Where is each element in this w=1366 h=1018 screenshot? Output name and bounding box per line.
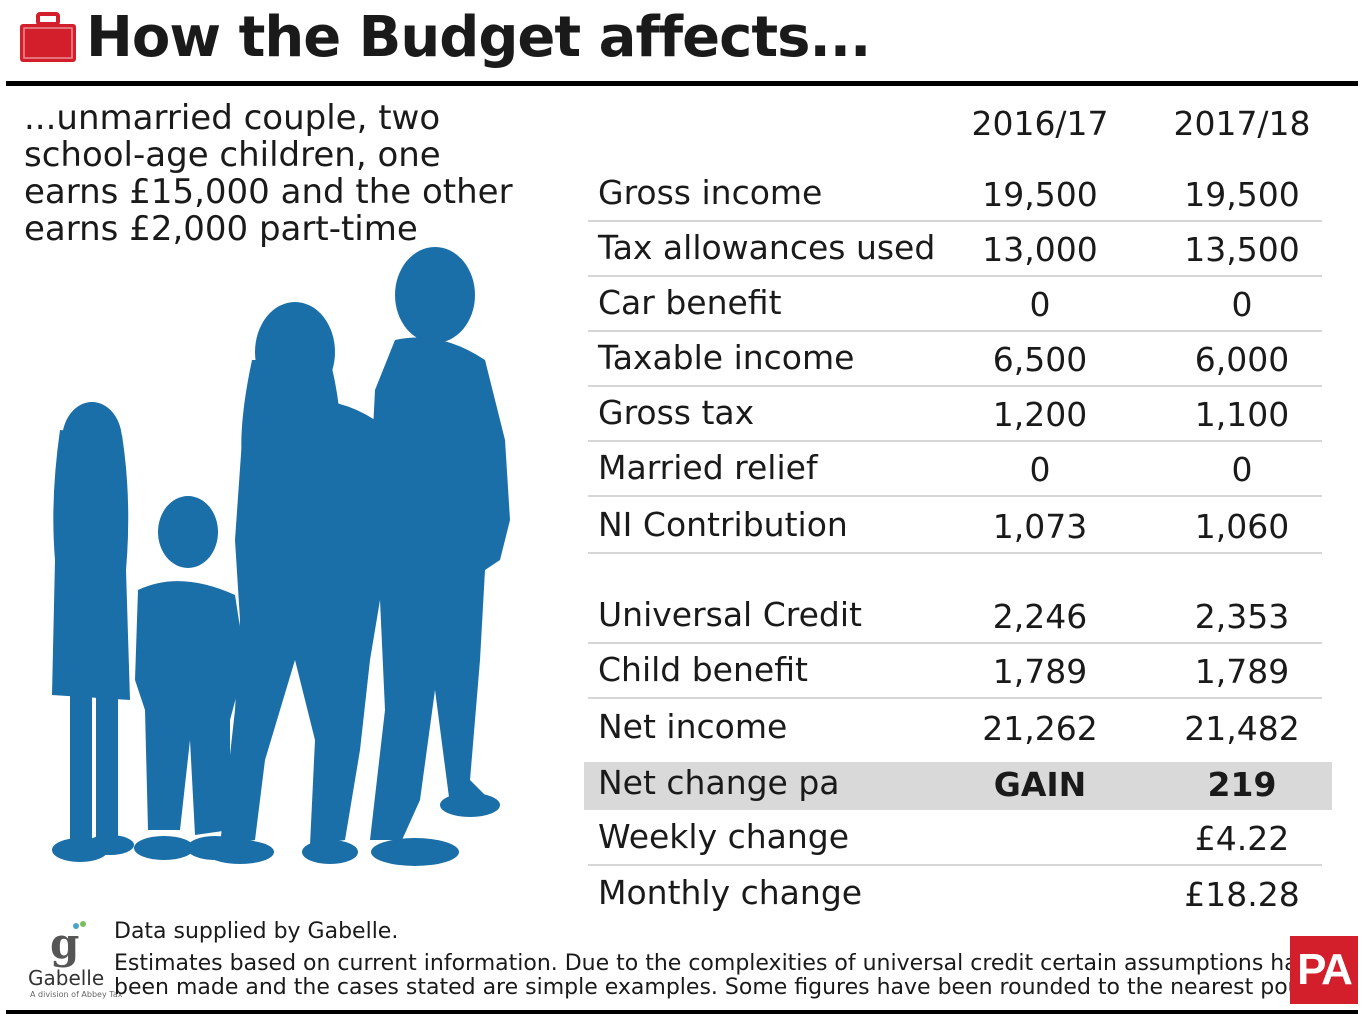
value-2016: GAIN <box>993 765 1087 804</box>
value-2016: 0 <box>1029 450 1051 489</box>
value-2017: £4.22 <box>1194 819 1290 858</box>
value-2016: 13,000 <box>982 230 1098 269</box>
row-label: Married relief <box>598 448 818 487</box>
value-2017: 219 <box>1207 765 1277 804</box>
table-row: Monthly change £18.28 <box>588 866 1322 920</box>
value-2017: £18.28 <box>1184 875 1300 914</box>
disclaimer-line-2: been made and the cases stated are simpl… <box>114 975 1330 1000</box>
value-2016: 1,200 <box>992 395 1088 434</box>
value-2017: 1,060 <box>1194 507 1290 546</box>
gabelle-logo-name: Gabelle <box>28 966 105 990</box>
value-2016: 6,500 <box>992 340 1088 379</box>
row-label: NI Contribution <box>598 505 848 544</box>
top-rule <box>6 81 1358 86</box>
table-row: Married relief 0 0 <box>588 443 1322 497</box>
table-row: Child benefit 1,789 1,789 <box>588 645 1322 699</box>
column-header-2016: 2016/17 <box>971 104 1109 143</box>
row-label: Car benefit <box>598 283 782 322</box>
source-note: Data supplied by Gabelle. <box>114 919 399 944</box>
value-2016: 0 <box>1029 285 1051 324</box>
value-2016: 19,500 <box>982 175 1098 214</box>
row-label: Child benefit <box>598 650 808 689</box>
subtitle: ...unmarried couple, two school-age chil… <box>24 98 513 249</box>
table-row: Tax allowances used 13,000 13,500 <box>588 223 1322 277</box>
row-label: Net income <box>598 707 788 746</box>
row-label: Monthly change <box>598 873 863 912</box>
table-row: Gross income 19,500 19,500 <box>588 168 1322 222</box>
row-label: Universal Credit <box>598 595 862 634</box>
value-2017: 6,000 <box>1194 340 1290 379</box>
gabelle-logo-sub: A division of Abbey Tax <box>30 990 123 999</box>
value-2017: 13,500 <box>1184 230 1300 269</box>
row-label: Tax allowances used <box>598 228 936 267</box>
table-row: NI Contribution 1,073 1,060 <box>588 500 1322 554</box>
value-2016: 1,073 <box>992 507 1088 546</box>
briefcase-icon <box>20 12 76 62</box>
table-row: Universal Credit 2,246 2,353 <box>588 590 1322 644</box>
gabelle-logo-icon: g <box>50 919 86 968</box>
disclaimer-line-1: Estimates based on current information. … <box>114 951 1325 976</box>
value-2017: 21,482 <box>1184 709 1300 748</box>
value-2017: 2,353 <box>1194 597 1290 636</box>
family-silhouette <box>52 247 510 866</box>
value-2016: 1,789 <box>992 652 1088 691</box>
column-header-2017: 2017/18 <box>1173 104 1311 143</box>
row-label: Gross income <box>598 173 823 212</box>
table-row: Taxable income 6,500 6,000 <box>588 333 1322 387</box>
value-2017: 1,789 <box>1194 652 1290 691</box>
table-row: Net income 21,262 21,482 <box>588 700 1322 754</box>
value-2017: 0 <box>1231 285 1253 324</box>
table-row-highlight: Net change pa GAIN 219 <box>584 762 1332 810</box>
row-label: Net change pa <box>598 763 840 802</box>
table-row: Car benefit 0 0 <box>588 278 1322 332</box>
value-2016: 21,262 <box>982 709 1098 748</box>
row-label: Gross tax <box>598 393 755 432</box>
row-label: Taxable income <box>598 338 855 377</box>
page-title: How the Budget affects... <box>86 5 871 70</box>
value-2017: 19,500 <box>1184 175 1300 214</box>
value-2017: 1,100 <box>1194 395 1290 434</box>
header: How the Budget affects... <box>0 0 1366 90</box>
value-2017: 0 <box>1231 450 1253 489</box>
value-2016: 2,246 <box>992 597 1088 636</box>
table-row: Weekly change £4.22 <box>588 812 1322 866</box>
pa-logo: PA <box>1290 936 1358 1004</box>
row-label: Weekly change <box>598 817 850 856</box>
bottom-rule <box>6 1010 1358 1014</box>
table-row: Gross tax 1,200 1,100 <box>588 388 1322 442</box>
